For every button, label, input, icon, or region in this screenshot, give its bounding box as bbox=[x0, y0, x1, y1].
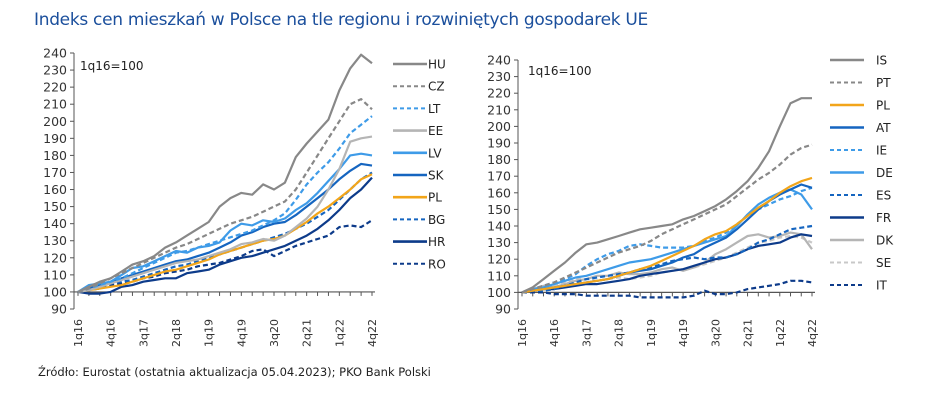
series-line-ee bbox=[77, 135, 373, 293]
series-line-lv bbox=[77, 152, 373, 293]
y-tick-label: 240 bbox=[43, 46, 67, 61]
x-tick-label: 1q22 bbox=[333, 319, 346, 347]
y-tick-label: 240 bbox=[487, 53, 511, 68]
series-line-dk bbox=[521, 231, 813, 294]
chart-2: 9010011012013014015016017018019020021022… bbox=[487, 53, 894, 347]
x-tick-label: 4q22 bbox=[366, 319, 379, 347]
series-line-pt bbox=[521, 143, 813, 294]
x-tick-label: 2q21 bbox=[742, 319, 755, 347]
x-tick-label: 1q16 bbox=[516, 319, 529, 347]
chart-1: 90 100 110 120 130 140 150 160 170 180 190 200 210 22… bbox=[43, 46, 446, 347]
legend-label-ro: RO bbox=[428, 257, 446, 271]
x-tick-label: 3q17 bbox=[580, 319, 593, 347]
legend-label-es: ES bbox=[876, 189, 891, 203]
legend-label-pl: PL bbox=[428, 191, 442, 205]
legend-label-at: AT bbox=[876, 121, 891, 135]
y-tick-label: 160 bbox=[43, 182, 67, 197]
x-tick-label: 1q19 bbox=[645, 319, 658, 347]
legend-label-pl: PL bbox=[876, 99, 890, 113]
x-tick-label: 3q20 bbox=[268, 319, 281, 347]
legend-label-it: IT bbox=[876, 279, 888, 293]
series-line-lt bbox=[77, 115, 373, 293]
y-tick-label: 120 bbox=[43, 250, 67, 265]
x-tick-label: 3q20 bbox=[709, 319, 722, 347]
y-tick-label: 150 bbox=[43, 199, 67, 214]
y-tick-label: 190 bbox=[487, 136, 511, 151]
legend-label-fr: FR bbox=[876, 211, 891, 225]
chart-title: Indeks cen mieszkań w Polsce na tle regi… bbox=[34, 10, 648, 30]
y-tick-label: 130 bbox=[487, 235, 511, 250]
y-tick-label: 100 bbox=[487, 285, 511, 300]
x-tick-label: 1q19 bbox=[203, 319, 216, 347]
y-tick-label: 140 bbox=[487, 219, 511, 234]
y-tick-label: 180 bbox=[43, 148, 67, 163]
series-line-ro bbox=[77, 219, 373, 293]
y-tick-label: 90 bbox=[51, 302, 67, 317]
y-tick-label: 220 bbox=[487, 86, 511, 101]
y-tick-label: 100 bbox=[43, 284, 67, 299]
series-line-fr bbox=[521, 233, 813, 294]
y-tick-label: 130 bbox=[43, 233, 67, 248]
x-tick-label: 4q22 bbox=[806, 319, 819, 347]
x-tick-label: 2q21 bbox=[301, 319, 314, 347]
series-line-pl bbox=[77, 173, 373, 293]
y-tick-label: 210 bbox=[43, 97, 67, 112]
legend-label-cz: CZ bbox=[428, 80, 445, 94]
x-tick-label: 1q16 bbox=[72, 319, 85, 347]
x-tick-label: 4q19 bbox=[235, 319, 248, 347]
x-tick-label: 2q18 bbox=[170, 319, 183, 347]
series-line-hr bbox=[77, 176, 373, 295]
legend-label-dk: DK bbox=[876, 234, 894, 248]
x-tick-label: 2q18 bbox=[613, 319, 626, 347]
legend-label-hr: HR bbox=[428, 235, 445, 249]
x-tick-label: 3q17 bbox=[137, 319, 150, 347]
legend-label-de: DE bbox=[876, 166, 893, 180]
x-tick-label: 4q16 bbox=[548, 319, 561, 347]
source-note: Źródło: Eurostat (ostatnia aktualizacja … bbox=[38, 365, 431, 379]
series-line-pl bbox=[521, 176, 813, 294]
y-tick-label: 110 bbox=[487, 268, 511, 283]
y-tick-label: 110 bbox=[43, 267, 67, 282]
y-tick-label: 150 bbox=[487, 202, 511, 217]
x-tick-label: 4q19 bbox=[677, 319, 690, 347]
series-line-ie bbox=[521, 186, 813, 294]
legend-label-se: SE bbox=[876, 256, 891, 270]
series-line-cz bbox=[77, 97, 373, 293]
y-tick-label: 170 bbox=[43, 165, 67, 180]
y-tick-label: 120 bbox=[487, 252, 511, 267]
legend-label-ie: IE bbox=[876, 144, 887, 158]
y-tick-label: 180 bbox=[487, 152, 511, 167]
legend-label-hu: HU bbox=[428, 58, 446, 72]
legend-label-sk: SK bbox=[428, 169, 445, 183]
legend-label-lt: LT bbox=[428, 102, 441, 116]
y-tick-label: 200 bbox=[487, 119, 511, 134]
y-tick-label: 200 bbox=[43, 114, 67, 129]
y-tick-label: 160 bbox=[487, 185, 511, 200]
series-line-hu bbox=[77, 53, 373, 293]
y-tick-label: 220 bbox=[43, 80, 67, 95]
series-line-de bbox=[521, 188, 813, 294]
y-tick-label: 140 bbox=[43, 216, 67, 231]
legend-label-lv: LV bbox=[428, 146, 442, 160]
series-line-is bbox=[521, 97, 812, 294]
series-line-it bbox=[522, 279, 813, 299]
y-tick-label: 190 bbox=[43, 131, 67, 146]
y-tick-label: 90 bbox=[495, 302, 511, 317]
legend-label-pt: PT bbox=[876, 76, 891, 90]
y-tick-label: 230 bbox=[487, 69, 511, 84]
base-annotation: 1q16=100 bbox=[80, 59, 143, 73]
legend-label-bg: BG bbox=[428, 213, 445, 227]
y-tick-label: 170 bbox=[487, 169, 511, 184]
legend-label-is: IS bbox=[876, 54, 887, 68]
x-tick-label: 4q16 bbox=[105, 319, 118, 347]
y-tick-label: 210 bbox=[487, 102, 511, 117]
base-annotation: 1q16=100 bbox=[528, 64, 591, 78]
y-tick-label: 230 bbox=[43, 63, 67, 78]
x-tick-label: 1q22 bbox=[774, 319, 787, 347]
legend-label-ee: EE bbox=[428, 124, 443, 138]
